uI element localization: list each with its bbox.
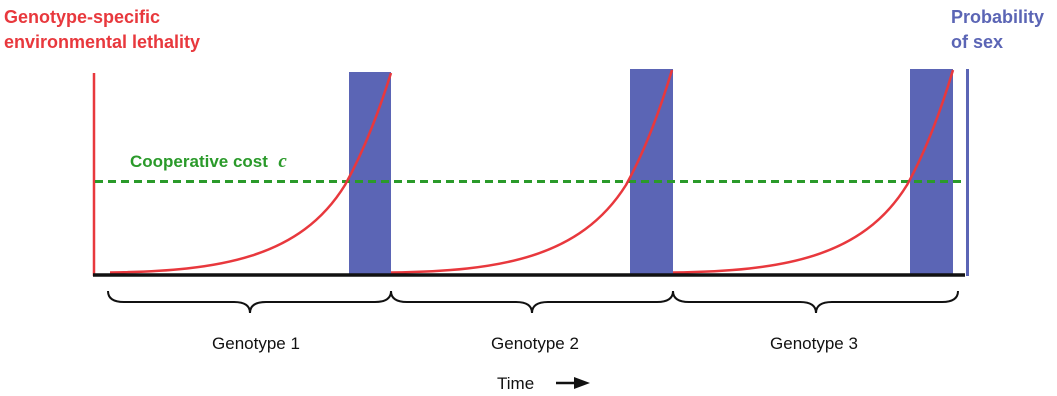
right-axis-label-line-2: of sex <box>951 32 1003 52</box>
sex-probability-bar-3 <box>910 69 953 275</box>
cooperative-cost-label: Cooperative cost c <box>130 151 287 172</box>
sex-probability-bar-2 <box>630 69 673 275</box>
right-axis-label-line-1: Probability <box>951 7 1044 27</box>
time-label: Time <box>497 374 534 393</box>
left-axis-label-line-1: Genotype-specific <box>4 7 160 27</box>
genotype-label-2: Genotype 2 <box>491 334 579 353</box>
segment-brace-1 <box>107 290 392 314</box>
segment-brace-3 <box>672 290 959 314</box>
sex-probability-bar-1 <box>349 72 391 275</box>
right-axis-label: Probability of sex <box>951 7 1049 52</box>
cooperative-cost-text: Cooperative cost <box>130 152 268 171</box>
left-axis-label: Genotype-specific environmental lethalit… <box>4 7 200 52</box>
genotype-label-3: Genotype 3 <box>770 334 858 353</box>
right-arrow-icon <box>556 377 590 389</box>
genotype-label-1: Genotype 1 <box>212 334 300 353</box>
lethality-curve-3 <box>672 69 955 274</box>
cooperative-cost-symbol: c <box>278 151 287 172</box>
segment-brace-2 <box>390 290 674 314</box>
lethality-curve-1 <box>109 72 393 274</box>
lethality-curve-2 <box>390 69 674 274</box>
left-axis-label-line-2: environmental lethality <box>4 32 200 52</box>
